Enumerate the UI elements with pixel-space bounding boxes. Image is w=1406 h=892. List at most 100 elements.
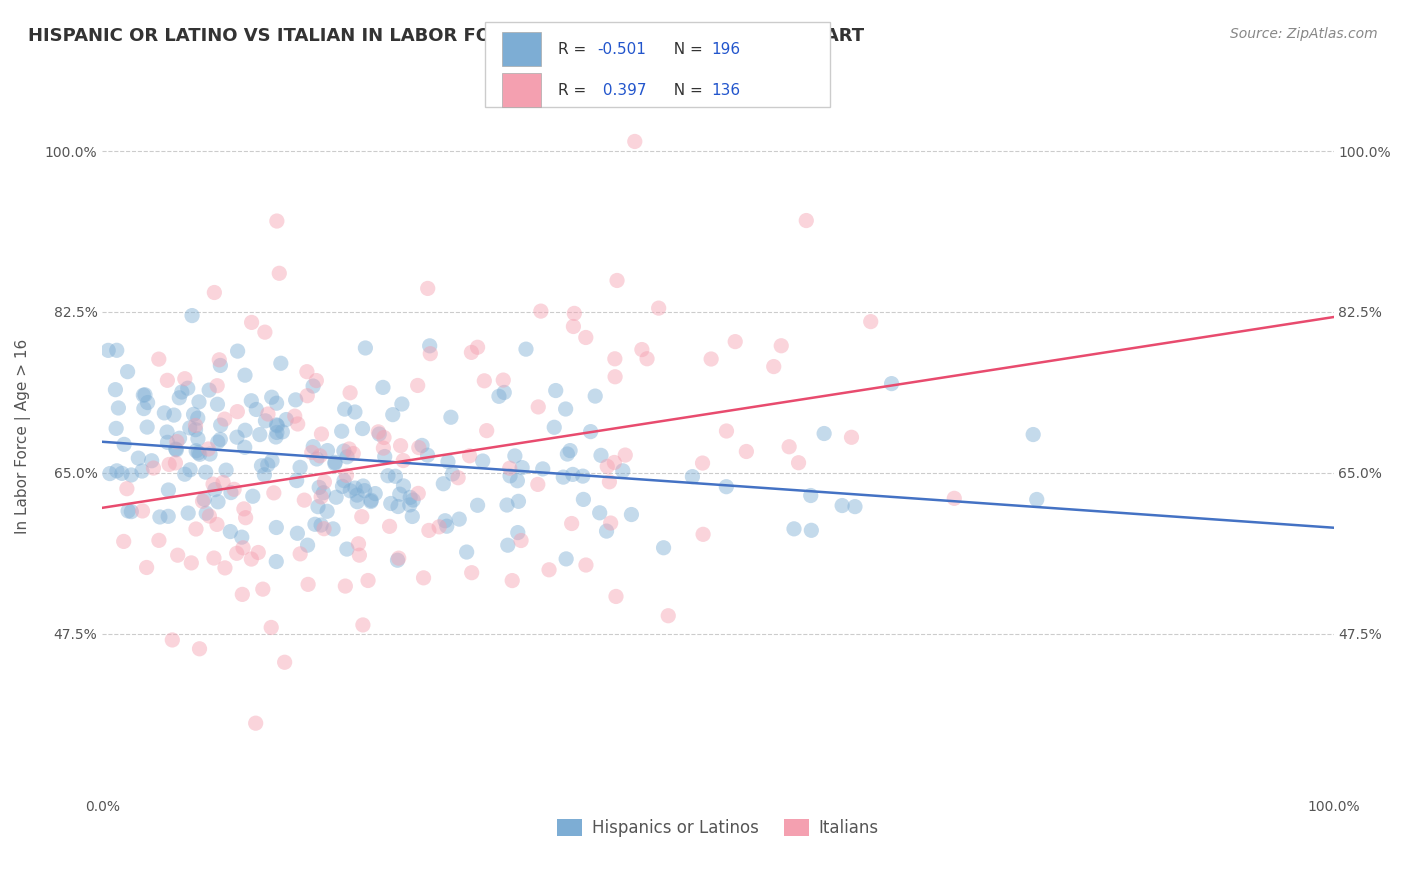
Point <box>188 447 211 461</box>
Point <box>652 541 675 555</box>
Point <box>392 453 415 467</box>
Point <box>411 438 433 452</box>
Point <box>527 400 550 414</box>
Point <box>402 493 425 508</box>
Point <box>183 408 205 422</box>
Point <box>572 492 595 507</box>
Point <box>135 560 157 574</box>
Point <box>117 365 139 379</box>
Point <box>209 359 232 373</box>
Point <box>441 467 464 481</box>
Point <box>323 457 346 471</box>
Point <box>231 587 253 601</box>
Point <box>285 474 308 488</box>
Point <box>260 620 283 634</box>
Point <box>288 547 311 561</box>
Point <box>494 385 516 400</box>
Point <box>309 490 332 504</box>
Point <box>297 389 319 403</box>
Point <box>332 479 354 493</box>
Point <box>350 509 373 524</box>
Point <box>352 479 374 493</box>
Point <box>111 467 134 481</box>
Point <box>562 319 585 334</box>
Point <box>770 339 793 353</box>
Point <box>398 498 420 512</box>
Point <box>214 561 236 575</box>
Point <box>342 446 364 460</box>
Point <box>538 563 561 577</box>
Point <box>209 418 232 433</box>
Point <box>762 359 785 374</box>
Point <box>226 344 249 359</box>
Point <box>179 463 201 477</box>
Text: 136: 136 <box>711 83 741 97</box>
Point <box>219 485 242 500</box>
Point <box>831 499 853 513</box>
Point <box>503 449 526 463</box>
Point <box>208 352 231 367</box>
Point <box>337 442 360 456</box>
Point <box>232 541 254 555</box>
Point <box>575 330 598 344</box>
Point <box>309 449 332 463</box>
Point <box>387 553 409 567</box>
Point <box>260 454 283 468</box>
Point <box>406 378 429 392</box>
Point <box>170 384 193 399</box>
Point <box>323 455 346 469</box>
Point <box>1025 492 1047 507</box>
Y-axis label: In Labor Force | Age > 16: In Labor Force | Age > 16 <box>15 338 31 533</box>
Point <box>233 368 256 383</box>
Point <box>510 460 533 475</box>
Point <box>636 351 658 366</box>
Point <box>105 464 128 478</box>
Point <box>387 500 409 514</box>
Point <box>614 448 637 462</box>
Point <box>198 509 221 524</box>
Point <box>105 421 128 435</box>
Point <box>142 461 165 475</box>
Point <box>544 384 567 398</box>
Point <box>492 373 515 387</box>
Point <box>240 393 263 408</box>
Point <box>120 505 142 519</box>
Point <box>374 450 396 464</box>
Point <box>330 424 353 438</box>
Point <box>657 608 679 623</box>
Point <box>419 339 441 353</box>
Point <box>97 343 120 358</box>
Point <box>225 546 247 560</box>
Point <box>302 440 325 454</box>
Point <box>181 309 204 323</box>
Point <box>783 522 806 536</box>
Point <box>471 454 494 468</box>
Point <box>859 315 882 329</box>
Point <box>301 445 323 459</box>
Point <box>681 469 703 483</box>
Point <box>605 590 627 604</box>
Point <box>207 435 229 450</box>
Point <box>212 475 235 490</box>
Point <box>245 402 267 417</box>
Point <box>276 412 298 426</box>
Point <box>339 483 361 498</box>
Point <box>165 456 187 470</box>
Point <box>336 542 359 557</box>
Point <box>198 383 221 397</box>
Point <box>437 455 460 469</box>
Point <box>165 442 187 457</box>
Point <box>561 467 583 482</box>
Point <box>266 520 288 534</box>
Point <box>215 463 238 477</box>
Point <box>360 494 382 508</box>
Point <box>458 449 481 463</box>
Point <box>240 315 263 329</box>
Point <box>508 494 530 508</box>
Point <box>250 458 273 473</box>
Point <box>349 548 371 562</box>
Point <box>412 571 434 585</box>
Point <box>270 356 292 370</box>
Point <box>335 579 357 593</box>
Point <box>575 558 598 572</box>
